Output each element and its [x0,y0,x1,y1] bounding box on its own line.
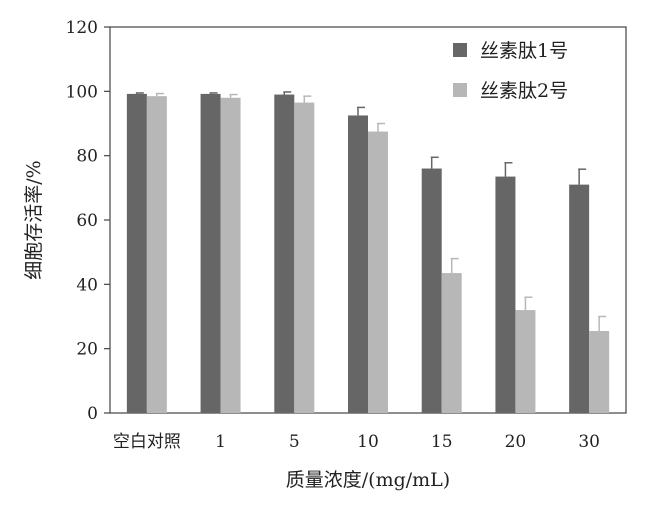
x-tick-label: 5 [289,432,300,452]
x-tick-label: 空白对照 [113,432,181,452]
bar-series-2-1 [220,97,241,414]
bar-series-1-5 [495,176,516,413]
y-tick-label: 100 [66,82,98,102]
bar-series-2-3 [368,131,388,413]
y-tick-label: 40 [76,275,98,295]
bar-series-1-3 [348,115,368,413]
legend-label-series-1: 丝素肽1号 [480,40,568,62]
x-axis-label: 质量浓度/(mg/mL) [286,469,450,491]
y-tick-label: 120 [66,18,98,38]
bar-series-1-4 [421,168,442,413]
y-tick-label: 0 [87,404,98,424]
bar-series-2-5 [515,310,536,413]
bar-series-2-0 [146,96,167,414]
bar-series-2-4 [441,273,462,413]
y-tick-label: 60 [76,211,98,231]
x-tick-label: 1 [215,432,226,452]
legend-swatch-series-2 [453,83,467,97]
legend: 丝素肽1号 丝素肽2号 [453,40,568,102]
x-tick-label: 15 [431,432,453,452]
error-bars [135,91,607,331]
x-tick-label: 30 [578,432,600,452]
x-tick-label: 10 [357,432,379,452]
bar-series-2-6 [589,330,610,413]
y-axis-label: 细胞存活率/% [23,160,45,279]
x-tick-label: 20 [505,432,527,452]
x-axis-ticks: 空白对照 1 5 10 15 20 30 [113,432,600,452]
y-axis-ticks: 0 20 40 60 80 100 120 [66,18,110,424]
bar-series-1-6 [569,184,590,413]
bar-series-1-0 [126,93,147,413]
bar-series-1-1 [200,93,221,413]
legend-label-series-2: 丝素肽2号 [480,80,568,102]
y-tick-label: 20 [76,340,98,360]
legend-swatch-series-1 [453,43,467,57]
bar-series-2-2 [294,102,315,413]
y-tick-label: 80 [76,147,98,167]
bars [126,93,610,414]
bar-series-1-2 [274,94,295,414]
